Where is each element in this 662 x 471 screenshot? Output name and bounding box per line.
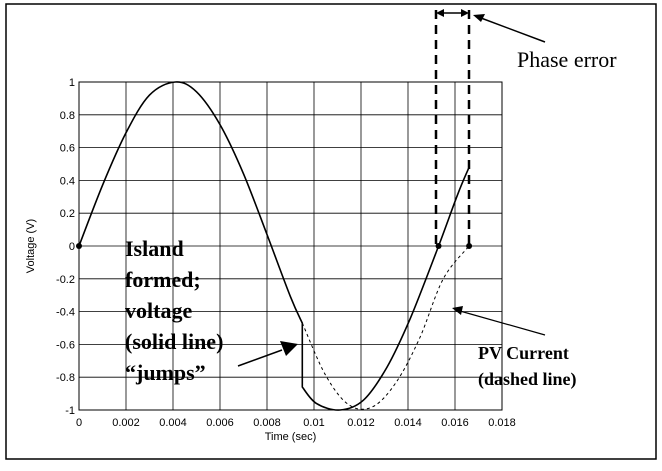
x-tick-label: 0.002 xyxy=(112,417,140,429)
y-tick-label: -0.4 xyxy=(56,307,75,319)
x-tick-label: 0.016 xyxy=(441,417,469,429)
x-tick-labels: 0 0.002 0.004 0.006 0.008 0.01 0.012 0.014 0.016… xyxy=(76,417,516,429)
phase-error-pointer xyxy=(480,17,546,43)
y-tick-label: 0.2 xyxy=(60,208,75,220)
phase-error-pointer-arrowhead xyxy=(473,14,485,22)
pv-current-pointer-arrowhead xyxy=(452,306,463,315)
y-tick-label: 0.6 xyxy=(60,143,75,155)
y-axis-label: Voltage (V) xyxy=(25,219,37,273)
x-tick-label: 0.01 xyxy=(303,417,324,429)
marker-group xyxy=(76,243,473,249)
island-line-5: “jumps” xyxy=(125,360,206,385)
y-tick-label: 1 xyxy=(69,77,75,89)
island-line-2: formed; xyxy=(125,267,201,292)
x-tick-label: 0.014 xyxy=(394,417,422,429)
x-tick-label: 0 xyxy=(76,417,82,429)
x-axis-label: Time (sec) xyxy=(265,431,317,443)
jumps-pointer-arrowhead xyxy=(280,341,298,356)
y-tick-label: 0.8 xyxy=(60,110,75,122)
island-line-1: Island xyxy=(125,236,184,261)
zero-crossing-marker xyxy=(435,243,442,249)
y-tick-label: 0 xyxy=(69,241,75,253)
figure-frame xyxy=(5,3,657,460)
island-line-4: (solid line) xyxy=(125,329,223,354)
pv-current-dashed-line xyxy=(301,245,470,410)
pv-current-pointer xyxy=(459,310,546,336)
y-tick-label: 0.4 xyxy=(60,175,75,187)
phase-error-span-arrowhead-right xyxy=(461,9,469,17)
phase-error-span-arrowhead-left xyxy=(436,9,444,17)
phase-error-label: Phase error xyxy=(517,47,617,72)
x-tick-label: 0.004 xyxy=(159,417,187,429)
voltage-solid-line xyxy=(78,81,470,411)
pv-current-line-1: PV Current xyxy=(478,343,569,363)
y-tick-label: -1 xyxy=(65,405,75,417)
zero-crossing-marker xyxy=(76,243,82,249)
x-tick-label: 0.018 xyxy=(488,417,516,429)
y-tick-labels: 1 0.8 0.6 0.4 0.2 0 -0.2 -0.4 -0.6 -0.8 -1 xyxy=(56,77,75,417)
zero-crossing-marker xyxy=(466,243,473,249)
x-tick-label: 0.012 xyxy=(347,417,375,429)
y-tick-label: -0.6 xyxy=(56,339,75,351)
jumps-pointer xyxy=(237,349,283,367)
x-tick-label: 0.008 xyxy=(253,417,281,429)
series-group xyxy=(78,81,470,411)
island-line-3: voltage xyxy=(125,298,192,323)
y-tick-label: -0.2 xyxy=(56,274,75,286)
pv-current-line-2: (dashed line) xyxy=(478,369,577,390)
y-tick-label: -0.8 xyxy=(56,372,75,384)
x-tick-label: 0.006 xyxy=(206,417,234,429)
